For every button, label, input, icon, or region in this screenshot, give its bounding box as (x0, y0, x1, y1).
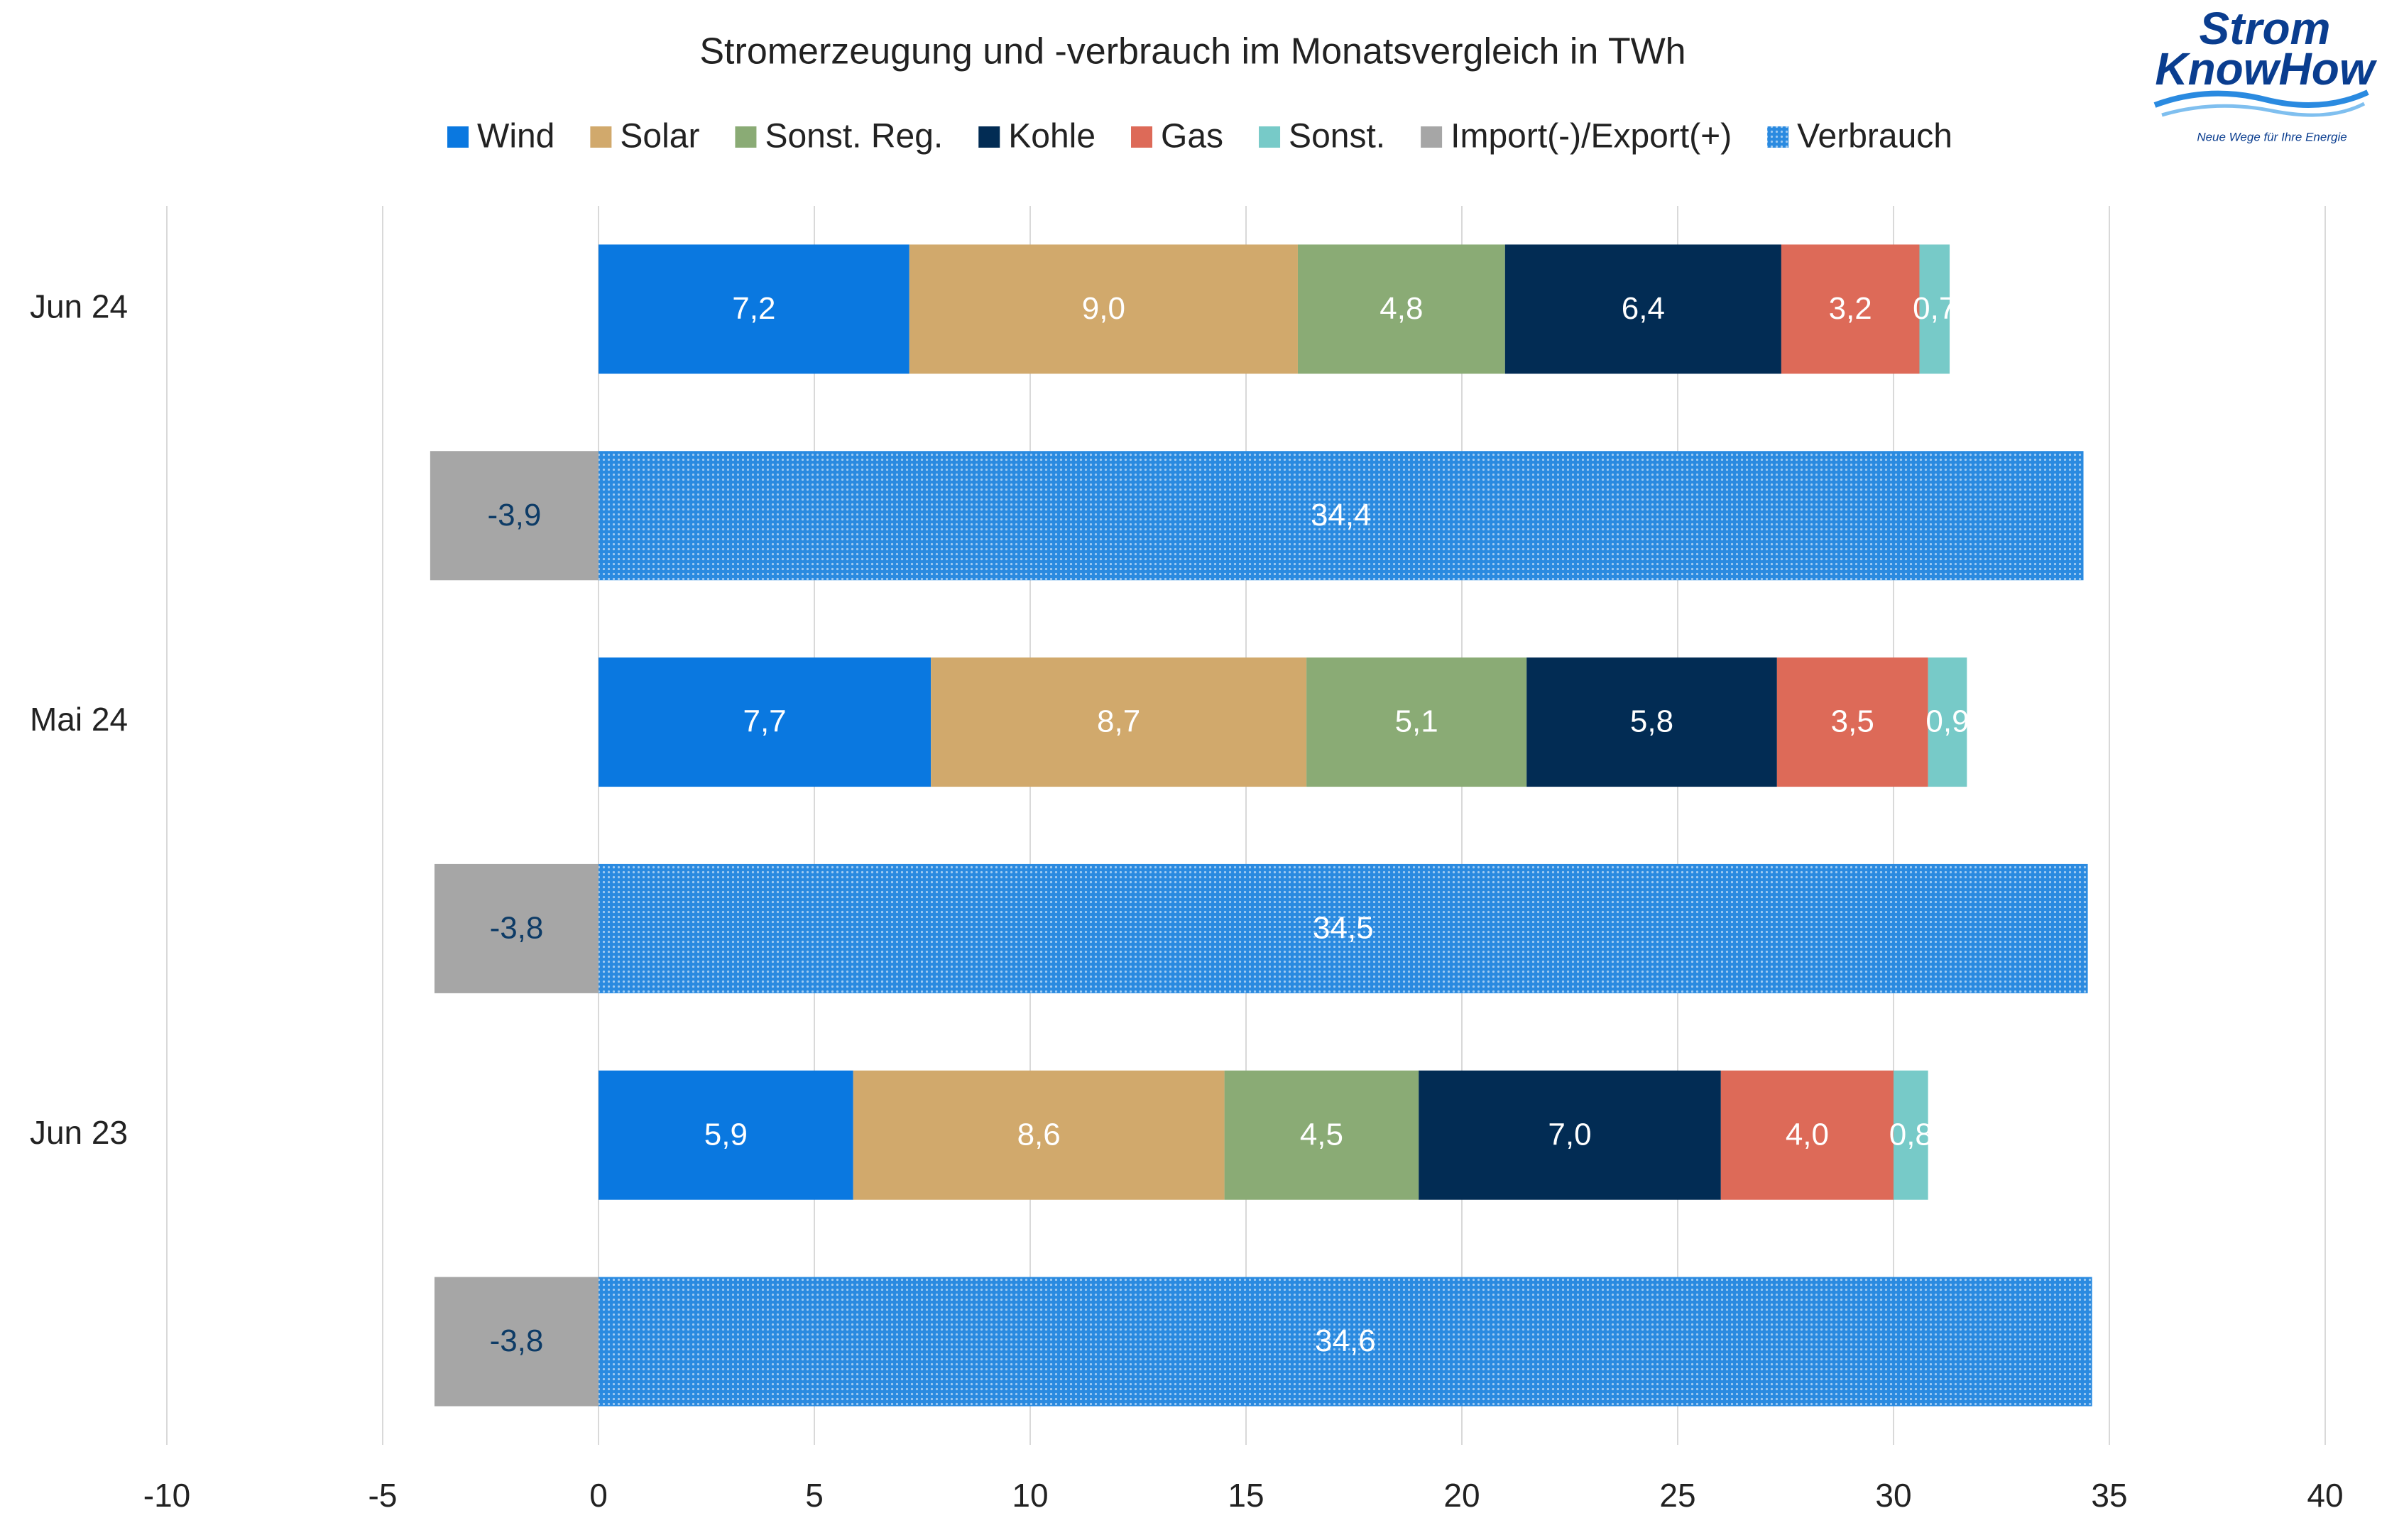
y-tick-label: Mai 24 (30, 701, 128, 738)
x-tick-label: 0 (589, 1477, 608, 1514)
data-label: 5,9 (704, 1117, 748, 1152)
y-tick-label: Jun 23 (30, 1114, 128, 1151)
legend-swatch (735, 126, 757, 148)
bar-segment (1504, 244, 1781, 374)
bar-segment (1224, 1070, 1419, 1200)
data-label: 34,6 (1315, 1323, 1376, 1358)
data-label: -3,9 (488, 498, 542, 533)
x-tick-label: -10 (143, 1477, 190, 1514)
x-tick-label: 30 (1875, 1477, 1911, 1514)
bar-segment (1894, 1070, 1928, 1200)
legend-swatch (1767, 126, 1789, 148)
bar-segment (1720, 1070, 1894, 1200)
logo-tagline: Neue Wege für Ihre Energie (2197, 130, 2347, 143)
x-tick-label: -5 (368, 1477, 398, 1514)
data-label: 3,5 (1831, 704, 1874, 739)
legend-swatch (1259, 126, 1281, 148)
legend-label: Import(-)/Export(+) (1450, 118, 1732, 155)
bar-segment (1781, 244, 1920, 374)
bar-segment (1776, 657, 1928, 787)
bar-segment (909, 244, 1298, 374)
data-label: 4,0 (1786, 1117, 1829, 1152)
bar-segment (599, 657, 932, 787)
logo-wave (2161, 102, 2366, 117)
bar-segment (931, 657, 1307, 787)
bar-segment (1297, 244, 1505, 374)
bar-segment (599, 451, 2084, 581)
x-tick-label: 20 (1443, 1477, 1480, 1514)
legend: Wind Solar Sonst. Reg. Kohle Gas Sonst. Import… (447, 118, 1952, 155)
logo-line2: KnowHow (2155, 43, 2378, 94)
data-label: 7,7 (743, 704, 786, 739)
bar-segment (599, 863, 2088, 993)
data-label: -3,8 (490, 911, 544, 946)
legend-label: Wind (477, 118, 554, 155)
legend-swatch (1131, 126, 1153, 148)
data-label: 6,4 (1622, 291, 1665, 326)
legend-label: Sonst. Reg. (765, 118, 943, 155)
data-label: 5,1 (1395, 704, 1438, 739)
bar-segment (430, 451, 599, 581)
bar-segment (1919, 244, 1950, 374)
data-label: 7,0 (1548, 1117, 1591, 1152)
bar-segment (434, 863, 599, 993)
x-tick-label: 40 (2307, 1477, 2343, 1514)
data-label: 8,7 (1097, 704, 1140, 739)
data-label: 4,8 (1380, 291, 1423, 326)
legend-label: Kohle (1008, 118, 1096, 155)
bar-segment (1306, 657, 1527, 787)
legend-swatch (1421, 126, 1443, 148)
legend-label: Verbrauch (1797, 118, 1952, 155)
data-label: 4,5 (1300, 1117, 1343, 1152)
data-label: 34,4 (1311, 498, 1372, 533)
bar-segment (1419, 1070, 1721, 1200)
data-label: 9,0 (1082, 291, 1125, 326)
bar-segment (853, 1070, 1225, 1200)
legend-label: Solar (620, 118, 699, 155)
bar-segment (1928, 657, 1967, 787)
bar-segment (1526, 657, 1777, 787)
bar-segment (599, 244, 909, 374)
x-tick-label: 10 (1012, 1477, 1048, 1514)
x-tick-label: 5 (805, 1477, 824, 1514)
y-tick-label: Jun 24 (30, 288, 128, 325)
data-label: 0,7 (1913, 291, 1956, 326)
logo-line1: Strom (2200, 3, 2331, 54)
legend-swatch (978, 126, 1000, 148)
bar-segment (434, 1277, 599, 1407)
data-label: -3,8 (490, 1323, 544, 1358)
legend-swatch (447, 126, 469, 148)
legend-swatch (590, 126, 612, 148)
x-tick-label: 25 (1659, 1477, 1695, 1514)
logo-wave (2153, 89, 2369, 108)
legend-label: Gas (1161, 118, 1223, 155)
data-label: 7,2 (732, 291, 775, 326)
logo: Strom KnowHow Neue Wege für Ihre Energie (2153, 3, 2378, 143)
chart-title: Stromerzeugung und -verbrauch im Monatsv… (699, 31, 1686, 72)
data-label: 5,8 (1630, 704, 1673, 739)
data-label: 8,6 (1017, 1117, 1061, 1152)
legend-label: Sonst. (1289, 118, 1385, 155)
x-tick-label: 35 (2091, 1477, 2127, 1514)
bar-segment (599, 1070, 853, 1200)
data-label: 0,8 (1889, 1117, 1933, 1152)
data-label: 0,9 (1925, 704, 1969, 739)
bar-segment (599, 1277, 2092, 1407)
data-label: 3,2 (1829, 291, 1872, 326)
data-label: 34,5 (1313, 911, 1374, 946)
x-tick-label: 15 (1228, 1477, 1264, 1514)
